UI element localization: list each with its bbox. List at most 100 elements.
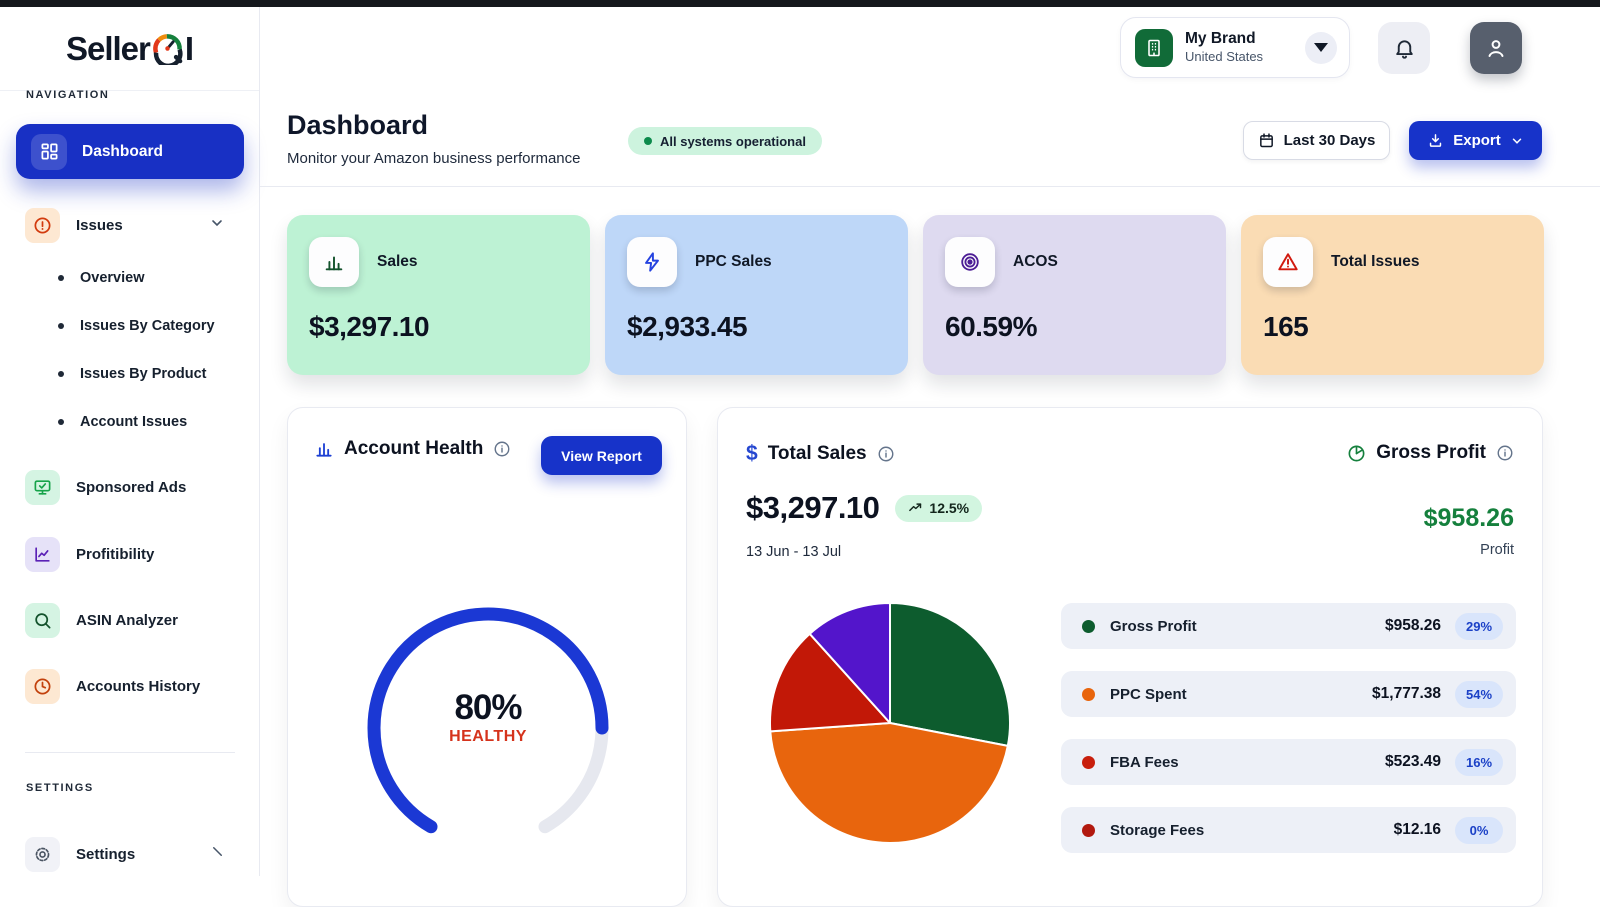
legend-row-storage-fees: Storage Fees $12.16 0%	[1061, 807, 1516, 853]
stat-label: Total Issues	[1331, 253, 1420, 270]
lightning-icon	[627, 237, 677, 287]
sidebar-item-issues[interactable]: Issues	[25, 203, 237, 247]
account-health-gauge: 80% HEALTHY	[353, 593, 623, 863]
bullet-icon	[58, 323, 64, 329]
stat-card-ppc-sales: PPC Sales $2,933.45	[605, 215, 908, 375]
chevron-right-icon	[210, 844, 225, 864]
legend-dot-icon	[1082, 755, 1095, 769]
building-icon	[1135, 28, 1173, 67]
legend-row-fba-fees: FBA Fees $523.49 16%	[1061, 739, 1516, 785]
bullet-icon	[58, 371, 64, 377]
sidebar-item-label: ASIN Analyzer	[76, 611, 178, 629]
gauge-value: 80%	[454, 688, 522, 727]
card-title: Total Sales	[767, 443, 867, 464]
line-chart-icon	[25, 536, 60, 572]
sidebar-item-profitibility[interactable]: Profitibility	[25, 532, 237, 576]
page-title: Dashboard	[287, 110, 429, 140]
stat-label: Sales	[377, 253, 418, 270]
sidebar-item-dashboard[interactable]: Dashboard	[16, 124, 244, 179]
app-logo[interactable]: Seller I	[0, 7, 259, 91]
pie-chart-icon	[1348, 445, 1365, 461]
sidebar-item-label: Account Issues	[80, 414, 188, 430]
sidebar-item-label: Accounts History	[76, 677, 201, 695]
sidebar-item-label: Overview	[80, 270, 145, 286]
legend-value: $958.26	[1384, 617, 1441, 634]
stat-value: $2,933.45	[627, 311, 748, 342]
legend-dot-icon	[1082, 823, 1095, 837]
settings-section-header: SETTINGS	[26, 782, 94, 794]
sidebar-item-overview[interactable]: Overview	[58, 264, 238, 292]
total-sales-card: $ Total Sales Gross Profit $3,297.10 12.…	[717, 407, 1543, 907]
info-icon[interactable]	[1496, 444, 1514, 462]
view-report-button[interactable]: View Report	[541, 436, 662, 475]
date-range-label: Last 30 Days	[1283, 132, 1376, 149]
sales-breakdown-pie-chart	[767, 600, 1013, 846]
alert-circle-icon	[25, 207, 60, 243]
sidebar-item-label: Profitibility	[76, 545, 155, 563]
gross-profit-value: $958.26	[1423, 504, 1514, 532]
legend-percent-badge: 0%	[1455, 816, 1503, 844]
status-dot-icon	[644, 137, 652, 145]
stat-card-sales: Sales $3,297.10	[287, 215, 590, 375]
chevron-down-icon	[1512, 137, 1522, 144]
stat-value: 60.59%	[945, 311, 1037, 342]
card-title: Account Health	[344, 438, 484, 459]
date-range-button[interactable]: Last 30 Days	[1243, 121, 1390, 160]
user-avatar[interactable]	[1470, 22, 1522, 74]
logo-text-prefix: Seller	[65, 29, 151, 67]
notifications-button[interactable]	[1378, 22, 1430, 74]
info-icon[interactable]	[493, 440, 511, 458]
card-title: Gross Profit	[1376, 442, 1486, 463]
sidebar-item-label: Dashboard	[82, 142, 163, 160]
info-icon[interactable]	[877, 445, 895, 463]
sidebar-item-label: Issues	[76, 216, 123, 234]
stat-card-total-issues: Total Issues 165	[1241, 215, 1544, 375]
page-subtitle: Monitor your Amazon business performance	[287, 150, 581, 167]
sidebar-item-label: Sponsored Ads	[76, 478, 187, 496]
total-sales-value: $3,297.10	[746, 490, 880, 525]
export-button[interactable]: Export	[1409, 121, 1542, 160]
legend-label: Gross Profit	[1110, 617, 1197, 635]
status-badge-label: All systems operational	[660, 133, 806, 149]
gross-profit-label: Profit	[1480, 542, 1514, 558]
date-range-text: 13 Jun - 13 Jul	[746, 544, 842, 560]
sidebar-item-label: Settings	[76, 845, 136, 863]
gauge-status-label: HEALTHY	[449, 728, 527, 745]
brand-selector[interactable]: My Brand United States	[1120, 17, 1350, 78]
status-badge: All systems operational	[628, 127, 822, 155]
sidebar-item-asin-analyzer[interactable]: ASIN Analyzer	[25, 598, 237, 642]
dollar-icon: $	[746, 442, 758, 465]
stat-label: ACOS	[1013, 253, 1058, 270]
legend-percent-badge: 54%	[1455, 680, 1503, 708]
download-icon	[1430, 134, 1442, 147]
chevron-down-icon	[209, 215, 225, 236]
window-top-strip	[0, 0, 1600, 7]
target-icon	[945, 237, 995, 287]
legend-percent-badge: 16%	[1455, 748, 1503, 776]
bar-chart-icon	[309, 237, 359, 287]
sidebar-item-issues-by-product[interactable]: Issues By Product	[58, 360, 238, 388]
sidebar-item-accounts-history[interactable]: Accounts History	[25, 664, 237, 708]
legend-dot-icon	[1082, 619, 1095, 633]
bullet-icon	[58, 275, 64, 281]
logo-gauge-q-icon	[153, 34, 183, 65]
person-icon	[1488, 40, 1504, 57]
header-divider	[260, 186, 1600, 187]
sidebar: Seller I NAVIGATION Dashboard Issues	[0, 7, 260, 876]
legend-row-ppc-spent: PPC Spent $1,777.38 54%	[1061, 671, 1516, 717]
brand-name: My Brand	[1185, 30, 1256, 48]
legend-label: Storage Fees	[1110, 821, 1205, 839]
clock-icon	[25, 668, 60, 704]
sidebar-item-label: Issues By Product	[80, 366, 207, 382]
brand-region: United States	[1185, 49, 1264, 64]
sidebar-item-account-issues[interactable]: Account Issues	[58, 408, 238, 436]
legend-value: $523.49	[1384, 753, 1441, 770]
calendar-icon	[1259, 133, 1273, 148]
sidebar-item-settings[interactable]: Settings	[25, 832, 237, 876]
search-icon	[25, 602, 60, 638]
sidebar-item-sponsored-ads[interactable]: Sponsored Ads	[25, 465, 237, 509]
stat-label: PPC Sales	[695, 253, 772, 270]
alert-triangle-icon	[1263, 237, 1313, 287]
bar-chart-icon	[316, 443, 332, 457]
sidebar-item-issues-by-category[interactable]: Issues By Category	[58, 312, 238, 340]
